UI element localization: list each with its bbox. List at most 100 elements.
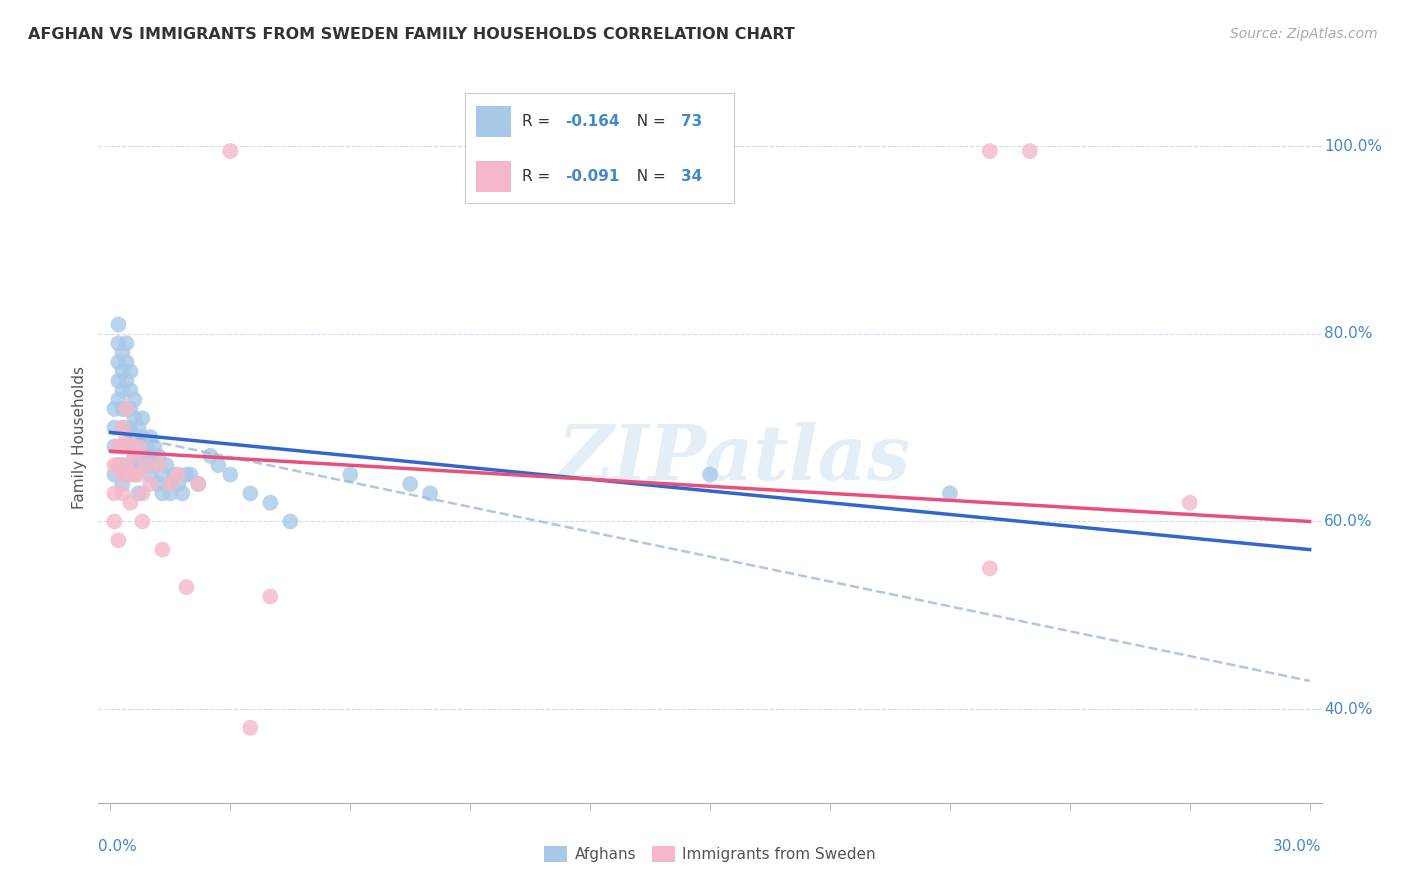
Point bbox=[219, 144, 242, 158]
Point bbox=[127, 440, 149, 454]
Point bbox=[259, 496, 281, 510]
Point bbox=[127, 486, 149, 500]
Point bbox=[103, 467, 125, 482]
Point bbox=[103, 458, 125, 473]
Point bbox=[124, 392, 146, 407]
Point bbox=[207, 458, 229, 473]
Point bbox=[172, 486, 194, 500]
Point bbox=[131, 430, 153, 444]
Point bbox=[107, 440, 129, 454]
Text: 60.0%: 60.0% bbox=[1324, 514, 1372, 529]
Point bbox=[124, 411, 146, 425]
Point bbox=[120, 364, 142, 378]
Point bbox=[103, 440, 125, 454]
Point bbox=[135, 440, 157, 454]
Point bbox=[167, 467, 190, 482]
Point bbox=[103, 486, 125, 500]
Point bbox=[120, 440, 142, 454]
Point bbox=[200, 449, 222, 463]
Point bbox=[1018, 144, 1040, 158]
Point bbox=[115, 467, 138, 482]
Point bbox=[120, 440, 142, 454]
Point bbox=[124, 467, 146, 482]
Point bbox=[239, 486, 262, 500]
Point bbox=[111, 477, 134, 491]
Point bbox=[150, 542, 173, 557]
Point bbox=[127, 420, 149, 434]
Point bbox=[399, 477, 422, 491]
Point bbox=[107, 533, 129, 548]
Point bbox=[115, 336, 138, 351]
Point bbox=[155, 458, 177, 473]
Point bbox=[159, 477, 181, 491]
Point bbox=[124, 430, 146, 444]
Legend: Afghans, Immigrants from Sweden: Afghans, Immigrants from Sweden bbox=[538, 840, 882, 868]
Point bbox=[120, 467, 142, 482]
Point bbox=[135, 458, 157, 473]
Point bbox=[111, 345, 134, 359]
Point bbox=[111, 364, 134, 378]
Point bbox=[979, 144, 1001, 158]
Point bbox=[111, 467, 134, 482]
Point bbox=[148, 458, 170, 473]
Point bbox=[107, 458, 129, 473]
Point bbox=[187, 477, 209, 491]
Point bbox=[111, 420, 134, 434]
Point bbox=[115, 355, 138, 369]
Point bbox=[120, 401, 142, 416]
Point bbox=[179, 467, 201, 482]
Point bbox=[131, 486, 153, 500]
Point bbox=[143, 440, 166, 454]
Point bbox=[115, 401, 138, 416]
Point bbox=[120, 383, 142, 397]
Point bbox=[124, 449, 146, 463]
Point bbox=[979, 561, 1001, 575]
Point bbox=[159, 477, 181, 491]
Point bbox=[131, 411, 153, 425]
Point bbox=[127, 467, 149, 482]
Point bbox=[107, 355, 129, 369]
Point bbox=[339, 467, 361, 482]
Text: 40.0%: 40.0% bbox=[1324, 701, 1372, 716]
Y-axis label: Family Households: Family Households bbox=[72, 366, 87, 508]
Point bbox=[219, 467, 242, 482]
Point bbox=[143, 458, 166, 473]
Point bbox=[148, 449, 170, 463]
Point bbox=[107, 392, 129, 407]
Point bbox=[115, 401, 138, 416]
Point bbox=[187, 477, 209, 491]
Point bbox=[115, 440, 138, 454]
Point bbox=[120, 458, 142, 473]
Point bbox=[103, 420, 125, 434]
Point bbox=[115, 374, 138, 388]
Point bbox=[163, 467, 186, 482]
Point bbox=[150, 486, 173, 500]
Point bbox=[159, 486, 181, 500]
Point bbox=[131, 515, 153, 529]
Point bbox=[278, 515, 301, 529]
Text: 30.0%: 30.0% bbox=[1274, 839, 1322, 855]
Point bbox=[259, 590, 281, 604]
Point bbox=[107, 458, 129, 473]
Point bbox=[1178, 496, 1201, 510]
Point bbox=[939, 486, 962, 500]
Point bbox=[107, 318, 129, 332]
Point bbox=[124, 449, 146, 463]
Point bbox=[107, 374, 129, 388]
Point bbox=[111, 401, 134, 416]
Text: 80.0%: 80.0% bbox=[1324, 326, 1372, 342]
Point bbox=[176, 580, 198, 594]
Point bbox=[115, 458, 138, 473]
Point bbox=[111, 486, 134, 500]
Point bbox=[120, 496, 142, 510]
Point bbox=[139, 430, 162, 444]
Point bbox=[111, 440, 134, 454]
Point bbox=[111, 440, 134, 454]
Point bbox=[127, 458, 149, 473]
Point bbox=[131, 449, 153, 463]
Point bbox=[115, 430, 138, 444]
Point bbox=[111, 420, 134, 434]
Point bbox=[107, 336, 129, 351]
Text: ZIPatlas: ZIPatlas bbox=[558, 422, 911, 496]
Point bbox=[699, 467, 721, 482]
